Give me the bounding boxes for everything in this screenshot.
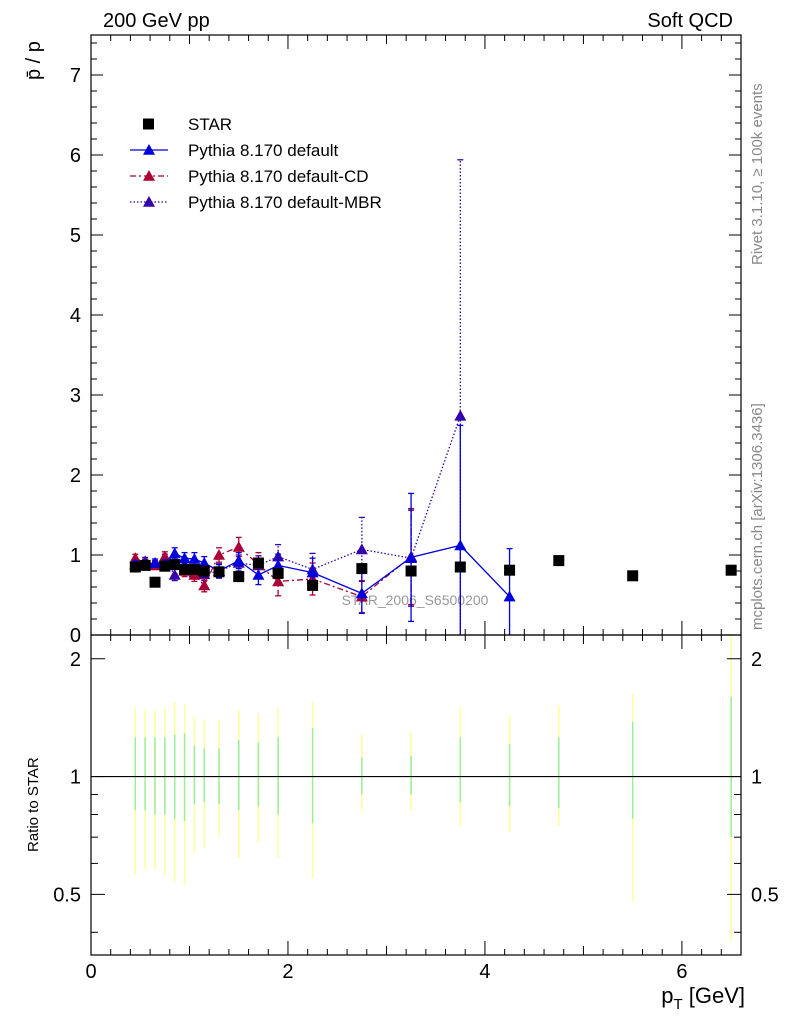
data-point-star	[356, 563, 368, 575]
main-y-tick-label: 4	[70, 305, 81, 327]
data-point-star	[129, 561, 141, 573]
main-series-group	[129, 159, 737, 635]
main-y-tick-label: 2	[70, 465, 81, 487]
data-point-triangle	[272, 559, 285, 571]
legend-label: Pythia 8.170 default-MBR	[188, 193, 382, 212]
x-tick-label: 6	[676, 961, 687, 983]
ratio-y-axis-label: Ratio to STAR	[25, 757, 42, 852]
analysis-label: STAR_2006_S6500200	[342, 592, 489, 608]
ratio-uncertainty-band	[134, 635, 732, 942]
main-y-tick-label: 1	[70, 545, 81, 567]
data-point-triangle	[198, 579, 211, 591]
data-point-star	[252, 557, 264, 569]
data-point-triangle	[252, 569, 265, 580]
legend: STAR Pythia 8.170 default Pythia 8.170 def…	[130, 115, 382, 212]
data-point-triangle	[149, 557, 162, 568]
data-point-triangle	[198, 557, 211, 568]
x-axis-label: pT [GeV]	[661, 983, 745, 1013]
data-point-star	[627, 570, 639, 582]
main-y-tick-label: 0	[70, 625, 81, 647]
main-y-tick-label: 3	[70, 385, 81, 407]
data-point-triangle	[158, 550, 171, 562]
x-tick-label: 0	[85, 961, 96, 983]
header-right-title: Soft QCD	[647, 10, 733, 32]
data-point-star	[233, 571, 245, 583]
main-y-tick-label: 5	[70, 225, 81, 247]
data-point-star	[553, 555, 565, 567]
data-point-star	[149, 576, 161, 588]
data-point-star	[159, 560, 171, 572]
data-point-triangle	[188, 553, 201, 564]
series-line-2	[135, 546, 412, 598]
data-point-triangle	[454, 409, 467, 421]
ratio-plot-frame	[90, 634, 742, 956]
ratio-y-tick-label-left: 2	[70, 649, 81, 671]
data-point-triangle	[168, 547, 181, 559]
data-point-star	[213, 566, 225, 578]
data-point-triangle	[178, 552, 191, 563]
data-point-star	[198, 565, 210, 577]
data-point-star	[179, 563, 191, 575]
data-point-triangle	[355, 543, 368, 555]
data-point-triangle	[272, 575, 285, 587]
main-y-axis-label: p̄ / p	[23, 41, 45, 80]
main-y-tick-label: 7	[70, 65, 81, 87]
x-tick-label: 2	[282, 961, 293, 983]
data-point-triangle	[503, 590, 516, 602]
data-point-star	[504, 564, 516, 576]
mcplots-label: mcplots.cern.ch [arXiv:1306.3436]	[749, 403, 766, 630]
ratio-y-tick-label-right: 2	[751, 649, 762, 671]
ratio-y-tick-label-left: 1	[70, 767, 81, 789]
ratio-y-tick-label-right: 1	[751, 767, 762, 789]
data-point-triangle	[405, 551, 418, 563]
ratio-y-tick-label-left: 0.5	[53, 884, 81, 906]
data-point-star	[454, 561, 466, 573]
main-y-tick-label: 6	[70, 145, 81, 167]
ratio-y-tick-label-right: 0.5	[751, 884, 779, 906]
data-point-star	[139, 559, 151, 571]
legend-marker-triangle	[143, 170, 155, 181]
legend-label: Pythia 8.170 default-CD	[188, 167, 369, 186]
header-left-title: 200 GeV pp	[103, 10, 210, 32]
data-point-triangle	[232, 541, 245, 552]
data-point-triangle	[306, 566, 319, 578]
data-point-star	[307, 579, 319, 591]
data-point-star	[725, 564, 737, 576]
data-point-triangle	[454, 539, 467, 551]
data-point-triangle	[213, 549, 226, 560]
data-point-star	[272, 567, 284, 579]
data-point-star	[405, 565, 417, 577]
x-tick-label: 4	[479, 961, 490, 983]
data-point-triangle	[232, 554, 245, 566]
legend-marker-triangle	[143, 144, 155, 155]
legend-label: Pythia 8.170 default	[188, 141, 339, 160]
data-point-triangle	[168, 569, 181, 580]
legend-label: STAR	[188, 115, 232, 134]
legend-marker-triangle	[143, 196, 155, 207]
data-point-triangle	[355, 587, 368, 599]
data-point-star	[188, 563, 200, 575]
rivet-version-label: Rivet 3.1.10, ≥ 100k events	[749, 83, 766, 265]
legend-marker-square	[143, 118, 154, 130]
data-point-star	[169, 559, 181, 571]
